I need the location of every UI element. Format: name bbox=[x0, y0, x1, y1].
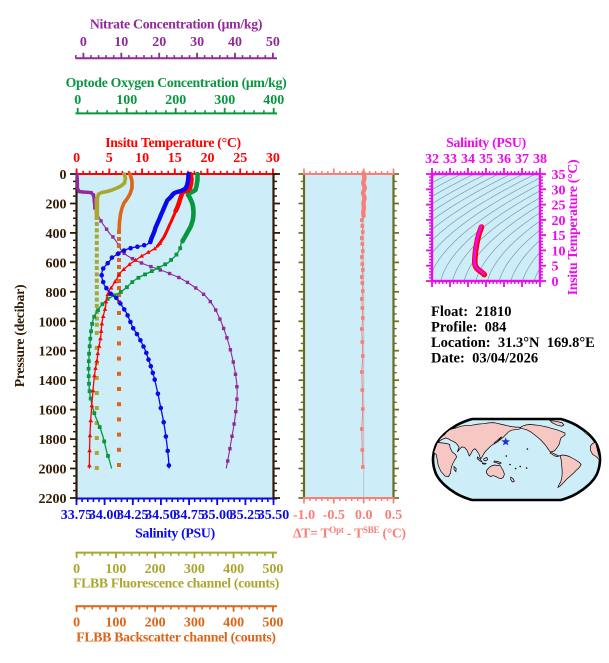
svg-text:35: 35 bbox=[479, 152, 493, 167]
svg-text:500: 500 bbox=[262, 616, 283, 631]
svg-text:34.00: 34.00 bbox=[89, 508, 121, 523]
svg-text:34.75: 34.75 bbox=[173, 508, 205, 523]
svg-text:2200: 2200 bbox=[39, 492, 67, 507]
svg-text:36: 36 bbox=[497, 152, 511, 167]
svg-text:800: 800 bbox=[46, 286, 67, 301]
svg-text:50: 50 bbox=[266, 35, 280, 50]
svg-text:0.0: 0.0 bbox=[355, 508, 373, 523]
svg-text:200: 200 bbox=[46, 198, 67, 213]
svg-text:400: 400 bbox=[263, 93, 284, 108]
svg-text:Date: 03/04/2026: Date: 03/04/2026 bbox=[431, 351, 538, 367]
svg-text:15: 15 bbox=[168, 151, 182, 166]
svg-text:FLBB Fluorescence channel (cou: FLBB Fluorescence channel (counts) bbox=[73, 576, 279, 592]
svg-text:30: 30 bbox=[266, 151, 280, 166]
svg-text:5: 5 bbox=[106, 151, 113, 166]
svg-text:300: 300 bbox=[184, 562, 205, 577]
svg-text:1400: 1400 bbox=[39, 374, 67, 389]
svg-text:10: 10 bbox=[135, 151, 149, 166]
svg-text:Insitu Temperature (°C): Insitu Temperature (°C) bbox=[105, 135, 241, 151]
svg-text:25: 25 bbox=[233, 151, 247, 166]
svg-text:400: 400 bbox=[223, 562, 244, 577]
svg-text:200: 200 bbox=[165, 93, 186, 108]
svg-text:0.5: 0.5 bbox=[385, 508, 403, 523]
svg-text:32: 32 bbox=[425, 152, 439, 167]
svg-text:Location: 31.3°N 169.8°E: Location: 31.3°N 169.8°E bbox=[431, 335, 595, 351]
svg-text:ΔT= TOpt - TSBE (°C): ΔT= TOpt - TSBE (°C) bbox=[293, 525, 406, 541]
svg-text:5: 5 bbox=[552, 260, 559, 275]
svg-text:300: 300 bbox=[184, 616, 205, 631]
svg-text:1000: 1000 bbox=[39, 315, 67, 330]
svg-text:1800: 1800 bbox=[39, 433, 67, 448]
svg-text:0: 0 bbox=[552, 275, 559, 290]
svg-text:34.50: 34.50 bbox=[145, 508, 177, 523]
svg-text:Nitrate Concentration (μm/kg): Nitrate Concentration (μm/kg) bbox=[90, 16, 262, 32]
svg-text:100: 100 bbox=[105, 616, 126, 631]
svg-text:200: 200 bbox=[145, 616, 166, 631]
svg-text:0: 0 bbox=[60, 168, 67, 183]
svg-text:200: 200 bbox=[145, 562, 166, 577]
svg-text:400: 400 bbox=[223, 616, 244, 631]
svg-text:2000: 2000 bbox=[39, 463, 67, 478]
svg-text:Optode Oxygen Concentration (μ: Optode Oxygen Concentration (μm/kg) bbox=[66, 75, 287, 91]
svg-text:500: 500 bbox=[262, 562, 283, 577]
svg-text:35.50: 35.50 bbox=[258, 508, 290, 523]
svg-text:37: 37 bbox=[515, 152, 529, 167]
svg-text:1600: 1600 bbox=[39, 404, 67, 419]
svg-text:33.75: 33.75 bbox=[61, 508, 93, 523]
svg-text:35.00: 35.00 bbox=[201, 508, 233, 523]
svg-text:-0.5: -0.5 bbox=[323, 508, 345, 523]
svg-text:400: 400 bbox=[46, 227, 67, 242]
svg-text:100: 100 bbox=[105, 562, 126, 577]
svg-text:Insitu Temperature (°C): Insitu Temperature (°C) bbox=[565, 160, 581, 296]
svg-text:30: 30 bbox=[552, 183, 566, 198]
svg-text:40: 40 bbox=[228, 35, 242, 50]
svg-text:Profile: 084: Profile: 084 bbox=[431, 320, 506, 336]
svg-text:100: 100 bbox=[116, 93, 137, 108]
svg-text:300: 300 bbox=[214, 93, 235, 108]
svg-text:Float: 21810: Float: 21810 bbox=[431, 304, 512, 320]
svg-text:20: 20 bbox=[152, 35, 166, 50]
svg-text:FLBB Backscatter channel (coun: FLBB Backscatter channel (counts) bbox=[76, 630, 275, 646]
svg-text:30: 30 bbox=[190, 35, 204, 50]
svg-text:10: 10 bbox=[552, 244, 566, 259]
svg-text:Salinity (PSU): Salinity (PSU) bbox=[446, 135, 526, 151]
svg-text:0: 0 bbox=[73, 616, 80, 631]
svg-text:0: 0 bbox=[80, 35, 87, 50]
svg-text:15: 15 bbox=[552, 229, 566, 244]
svg-text:Pressure (decibar): Pressure (decibar) bbox=[12, 285, 28, 388]
svg-text:34.25: 34.25 bbox=[117, 508, 149, 523]
svg-text:25: 25 bbox=[552, 199, 566, 214]
svg-text:-1.0: -1.0 bbox=[293, 508, 315, 523]
svg-text:35.25: 35.25 bbox=[230, 508, 262, 523]
svg-text:34: 34 bbox=[461, 152, 475, 167]
svg-text:35: 35 bbox=[552, 168, 566, 183]
svg-text:10: 10 bbox=[114, 35, 128, 50]
svg-text:Salinity (PSU): Salinity (PSU) bbox=[135, 526, 215, 542]
svg-text:0: 0 bbox=[73, 151, 80, 166]
svg-text:38: 38 bbox=[533, 152, 547, 167]
svg-text:600: 600 bbox=[46, 256, 67, 271]
svg-text:20: 20 bbox=[552, 214, 566, 229]
svg-text:0: 0 bbox=[73, 562, 80, 577]
svg-text:20: 20 bbox=[201, 151, 215, 166]
svg-text:1200: 1200 bbox=[39, 345, 67, 360]
svg-text:33: 33 bbox=[443, 152, 457, 167]
svg-text:0: 0 bbox=[74, 93, 81, 108]
